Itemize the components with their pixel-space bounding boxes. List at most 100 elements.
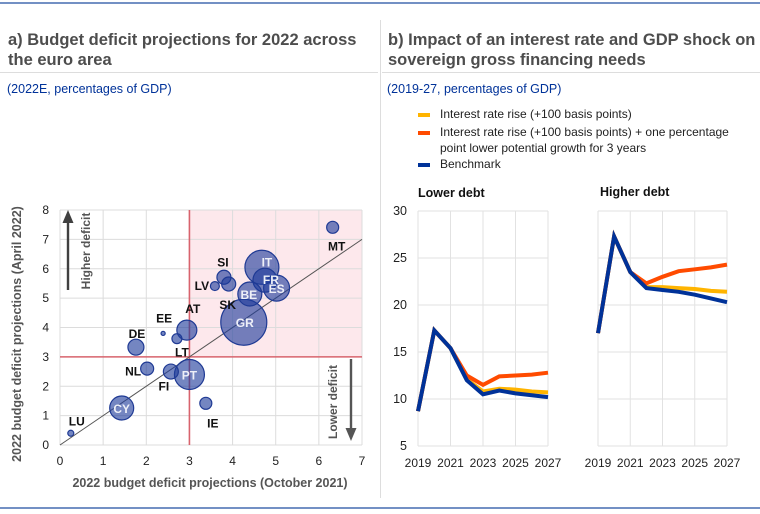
legend-label: Benchmark [440,157,501,173]
y-tick-label: 7 [42,232,49,246]
x-tick-label: 2 [143,454,150,468]
y-tick-label: 10 [393,392,407,406]
legend-label-line: point lower potential growth for 3 years [440,140,647,155]
y-tick-label: 4 [42,321,49,335]
chart-title: Higher debt [600,185,670,199]
y-tick-label: 1 [42,409,49,423]
bubble-label-cy: CY [113,402,130,416]
bubble-label-gr: GR [236,316,254,330]
bubble-lu [67,429,75,437]
y-tick-label: 6 [42,262,49,276]
panel-b-subtitle: (2019-27, percentages of GDP) [387,82,562,96]
x-tick-label: 2019 [405,456,432,470]
x-tick-label: 7 [359,454,366,468]
bubble-fi [162,363,179,380]
bubble-scatter-chart: 0 1 2 3 4 5 6 7 0 1 2 3 4 5 6 7 8 2022 budget deficit pro… [10,203,366,490]
bubble-ee [160,330,166,337]
y-tick-label: 15 [393,345,407,359]
legend-swatch-blue [418,162,430,167]
legend-label-line: Interest rate rise (+100 basis points) +… [440,125,729,139]
x-tick-label: 2021 [437,456,464,470]
higher-deficit-annotation: Higher deficit [79,213,93,290]
bubble-label-es: ES [269,282,285,296]
lower-deficit-annotation: Lower deficit [326,365,340,439]
title-rule-b [382,72,760,73]
bubble-label-lv: LV [195,279,209,293]
x-tick-label: 2025 [502,456,529,470]
bubble-label-it: IT [262,255,273,269]
bubble-label-ie: IE [207,416,218,430]
bubble-label-lt: LT [175,346,189,360]
bubble-sk [221,276,237,292]
x-tick-label: 2025 [681,456,708,470]
panel-a-title: a) Budget deficit projections for 2022 a… [8,30,356,70]
line-chart-higher-debt: Higher debt 2019 2021 2023 2025 2027 [585,185,741,470]
bubble-lv [209,280,220,292]
y-tick-label: 2 [42,379,49,393]
bubble-label-fi: FI [159,380,170,394]
y-tick-label: 8 [42,203,49,217]
legend-label: Interest rate rise (+100 basis points) +… [440,125,729,156]
top-rule [0,2,760,4]
panel-a-title-line: a) Budget deficit projections for 2022 a… [8,31,357,49]
legend-swatch-orange [418,112,430,117]
bubble-nl [140,361,155,376]
bubble-label-fr: FR [263,273,279,287]
y-tick-label: 0 [42,438,49,452]
x-axis-title: 2022 budget deficit projections (October… [72,476,347,490]
bubble-label-at: AT [185,302,201,316]
bubble-label-sk: SK [219,298,236,312]
x-tick-label: 2021 [617,456,644,470]
x-tick-label: 2023 [470,456,497,470]
y-tick-label: 5 [42,291,49,305]
series-benchmark [416,326,549,412]
x-tick-label: 2019 [585,456,612,470]
arrow-up-icon [62,210,74,223]
bubble-label-nl: NL [125,365,141,379]
legend-swatch-red [418,130,430,135]
x-tick-label: 5 [272,454,279,468]
bubble-label-lu: LU [69,414,85,428]
panel-a-subtitle: (2022E, percentages of GDP) [7,82,172,96]
chart-title: Lower debt [418,186,486,200]
y-tick-label: 3 [42,350,49,364]
y-tick-label: 5 [400,439,407,453]
bottom-rule [0,507,760,509]
bubble-ie [199,396,213,410]
x-tick-label: 2023 [649,456,676,470]
panel-b-title-line: sovereign gross financing needs [388,51,646,69]
arrow-down-icon [345,428,357,441]
y-tick-label: 30 [393,204,407,218]
x-tick-label: 2027 [714,456,741,470]
y-tick-label: 25 [393,251,407,265]
bubble-de [127,338,145,356]
x-tick-label: 0 [57,454,64,468]
y-axis-title: 2022 budget deficit projections (April 2… [10,206,24,462]
series-benchmark [596,229,728,334]
legend-label: Interest rate rise (+100 basis points) [440,107,632,123]
title-rule-a [0,72,378,73]
bubble-label-pt: PT [182,369,198,383]
y-tick-label: 20 [393,298,407,312]
x-tick-label: 4 [229,454,236,468]
x-tick-label: 6 [316,454,323,468]
bubble-mt [326,220,340,234]
legend-label-line: Interest rate rise (+100 basis points) [440,107,632,121]
bubble-be [237,281,263,307]
x-tick-label: 3 [186,454,193,468]
bubble-at [176,319,198,341]
panel-a-title-line: the euro area [8,51,112,69]
panel-b-title-line: b) Impact of an interest rate and GDP sh… [388,31,756,49]
panel-b-title: b) Impact of an interest rate and GDP sh… [388,30,755,70]
bubble-label-be: BE [240,288,257,302]
x-tick-label: 1 [100,454,107,468]
bubble-lt [171,333,183,345]
bubble-cy [109,395,135,421]
x-tick-label: 2027 [535,456,562,470]
bubbles [67,220,340,437]
panel-divider [380,20,381,498]
bubble-labels: GR IT PT ES CY FR BE AT DE FI SI SK NL IE MT LT LV LU EE [69,239,346,430]
legend-label-line: Benchmark [440,157,501,171]
